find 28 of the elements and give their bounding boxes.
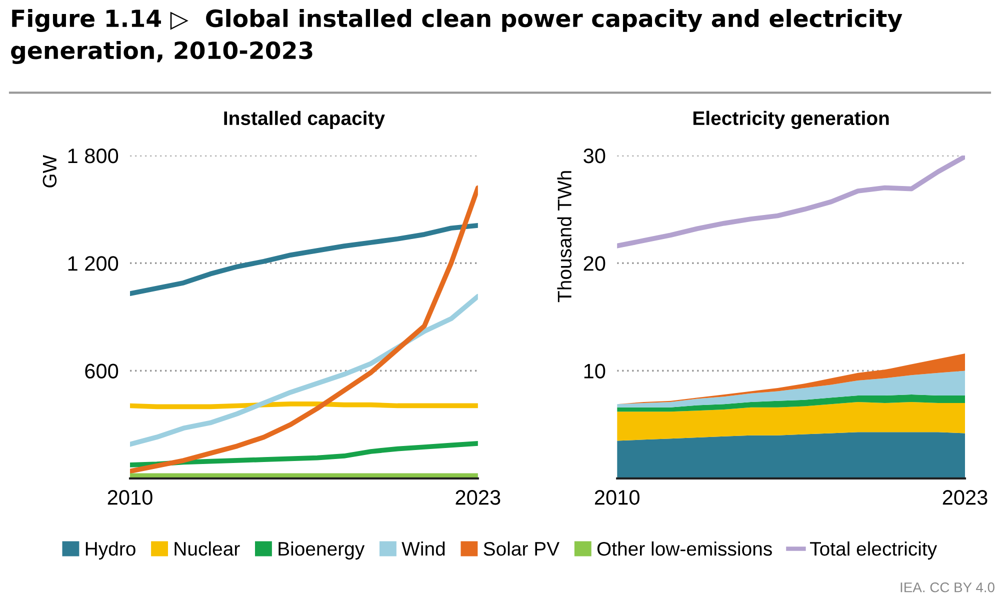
legend-label: Nuclear [174, 541, 240, 556]
line-series [130, 223, 478, 296]
legend-label: Total electricity [810, 541, 938, 560]
y-tick-label: 30 [584, 148, 606, 164]
legend-label: Hydro [86, 541, 136, 560]
y-axis-title: Thousand TWh [557, 171, 572, 302]
text: IEA. CC BY 4.0 [900, 582, 994, 592]
chart-title: Installed capacity [224, 110, 385, 129]
x-tick-label: 2010 [108, 490, 152, 505]
line-series [130, 440, 478, 468]
caption: Figure 1.14 ▷ Global installed clean power capacity and electricity generation, 2010-2023 [11, 8, 902, 64]
x-tick-label: 2023 [942, 490, 988, 505]
legend-label: Bioenergy [278, 541, 365, 560]
line-series [617, 155, 965, 248]
y-tick-label: 10 [584, 364, 606, 379]
legend-label: Wind [402, 541, 445, 556]
legend-label: Solar PV [484, 541, 560, 556]
line-series [130, 294, 478, 447]
legend-label: Other low-emissions [597, 541, 772, 556]
y-tick-label: 20 [584, 256, 606, 271]
line-series [130, 185, 478, 474]
y-tick-label: 1 800 [68, 148, 118, 164]
x-tick-label: 2023 [456, 490, 500, 505]
x-tick-label: 2010 [594, 490, 640, 505]
y-tick-label: 600 [85, 364, 118, 379]
chart-title: Electricity generation [693, 110, 889, 130]
y-axis-title: GW [42, 154, 57, 188]
y-tick-label: 1 200 [68, 256, 118, 271]
